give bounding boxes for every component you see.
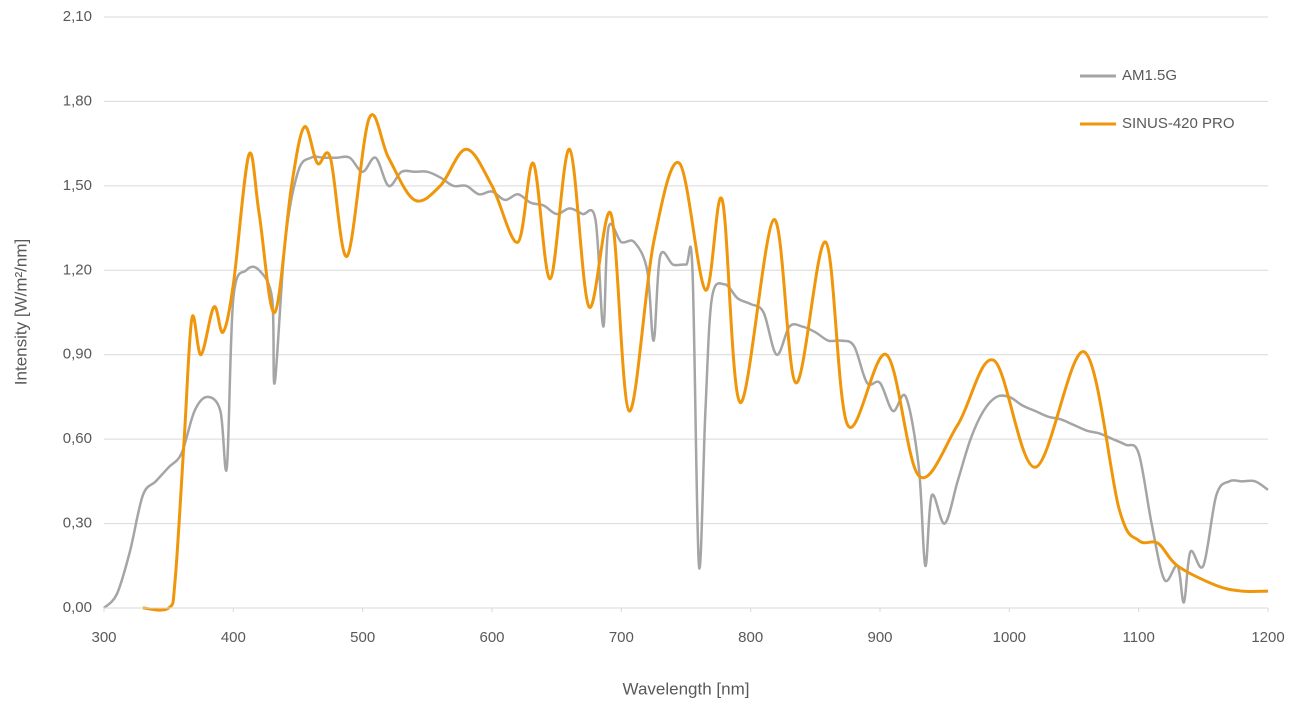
y-tick-label: 0,60 [63, 430, 92, 447]
x-tick-label: 600 [479, 629, 504, 646]
legend-label: SINUS-420 PRO [1122, 115, 1235, 132]
x-tick-label: 900 [867, 629, 892, 646]
y-tick-label: 1,20 [63, 261, 92, 278]
x-tick-label: 300 [91, 629, 116, 646]
x-tick-label: 400 [221, 629, 246, 646]
y-tick-label: 2,10 [63, 8, 92, 25]
y-tick-label: 1,80 [63, 92, 92, 109]
series-line [103, 155, 1269, 609]
series-line [142, 113, 1269, 612]
y-axis-label: Intensity [W/m²/nm] [11, 239, 30, 385]
x-tick-label: 1000 [993, 629, 1026, 646]
y-tick-label: 0,30 [63, 515, 92, 532]
legend-label: AM1.5G [1122, 67, 1177, 84]
y-tick-label: 0,00 [63, 599, 92, 616]
x-tick-label: 1200 [1251, 629, 1284, 646]
x-tick-label: 1100 [1123, 629, 1155, 646]
x-tick-label: 800 [738, 629, 763, 646]
y-tick-label: 1,50 [63, 177, 92, 194]
y-tick-label: 0,90 [63, 346, 92, 363]
x-tick-label: 500 [350, 629, 375, 646]
x-tick-label: 700 [609, 629, 634, 646]
x-axis-label: Wavelength [nm] [623, 679, 750, 698]
